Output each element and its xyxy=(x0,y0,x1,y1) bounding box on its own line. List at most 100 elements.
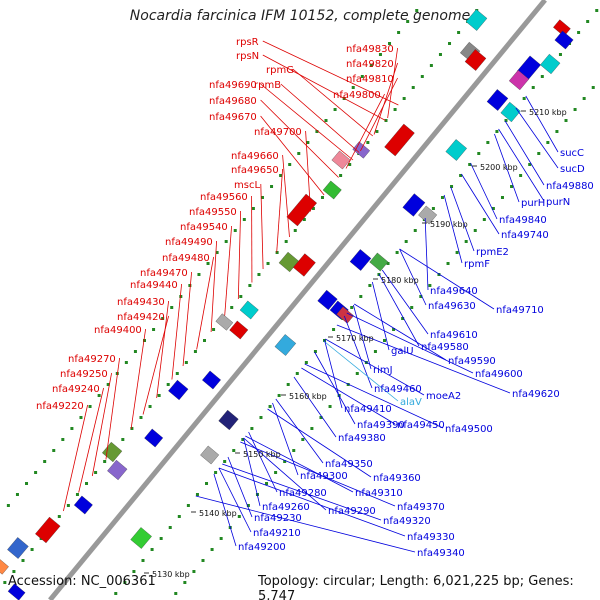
leader-line xyxy=(494,133,520,203)
guide-dot xyxy=(369,64,373,67)
gene-label-bottom: nfa49450 xyxy=(397,420,445,431)
guide-dot xyxy=(464,240,468,243)
leader-line xyxy=(240,441,396,507)
guide-dot xyxy=(248,284,252,287)
guide-dot xyxy=(15,493,19,496)
gene-label-bottom: nfa49600 xyxy=(475,369,523,380)
gene-label-bottom: nfa49360 xyxy=(373,473,421,484)
guide-dot xyxy=(75,493,79,496)
gene-feature xyxy=(465,9,488,31)
gene-label-top: nfa49270 xyxy=(68,354,116,365)
guide-dot xyxy=(161,317,165,320)
guide-dot xyxy=(43,460,47,463)
gene-label-bottom: nfa49290 xyxy=(328,506,376,517)
leader-line xyxy=(272,402,299,476)
gene-feature xyxy=(102,441,123,463)
gene-feature xyxy=(540,53,561,75)
guide-dot xyxy=(143,339,146,342)
leader-line xyxy=(360,77,398,152)
gene-feature xyxy=(369,252,389,272)
guide-dot xyxy=(148,405,152,408)
gene-label-top: nfa49220 xyxy=(36,401,84,412)
leader-line xyxy=(504,120,545,186)
gene-feature xyxy=(500,101,521,123)
guide-dot xyxy=(375,130,379,133)
gene-feature xyxy=(274,334,297,356)
leader-line xyxy=(210,240,217,333)
guide-dot xyxy=(315,130,319,133)
guide-dot xyxy=(486,141,490,144)
gene-label-bottom: nfa49230 xyxy=(254,513,302,524)
leader-line xyxy=(292,68,374,137)
gene-feature xyxy=(168,379,189,401)
guide-dot xyxy=(203,339,206,342)
gene-label-top: nfa49820 xyxy=(346,59,394,70)
guide-dot xyxy=(279,174,283,177)
gene-label-bottom: nfa49590 xyxy=(448,356,496,367)
gene-label-bottom: purN xyxy=(546,197,570,208)
gene-label-bottom: purH xyxy=(521,198,545,209)
leader-line xyxy=(336,324,511,394)
gene-label-top: nfa49670 xyxy=(209,112,257,123)
leader-line xyxy=(443,194,463,264)
gene-label-top: nfa49440 xyxy=(130,280,178,291)
guide-dot xyxy=(415,9,419,12)
kbp-tick-label: 5200 kbp xyxy=(480,163,518,172)
guide-dot xyxy=(210,548,214,551)
map-title: Nocardia farcinica IFM 10152, complete g… xyxy=(129,8,471,24)
guide-dot xyxy=(223,460,227,463)
gene-label-top: nfa49680 xyxy=(209,96,257,107)
guide-dot xyxy=(537,152,541,155)
guide-dot xyxy=(106,383,110,386)
leader-line xyxy=(78,387,104,493)
guide-dot xyxy=(251,207,255,210)
guide-dot xyxy=(277,394,281,397)
guide-dot xyxy=(564,119,568,122)
guide-dot xyxy=(265,482,269,485)
guide-dot xyxy=(293,229,297,232)
gene-feature xyxy=(553,19,571,37)
guide-dot xyxy=(522,97,526,100)
guide-dot xyxy=(368,284,372,287)
guide-dot xyxy=(150,548,154,551)
guide-dot xyxy=(175,372,179,375)
gene-label-top: nfa49400 xyxy=(94,325,142,336)
guide-dot xyxy=(34,471,38,474)
gene-label-top: nfa49800 xyxy=(333,90,381,101)
guide-dot xyxy=(351,86,355,89)
leader-line xyxy=(218,467,252,533)
guide-dot xyxy=(183,581,187,584)
leader-line xyxy=(461,173,500,235)
guide-dot xyxy=(186,504,190,507)
gene-feature xyxy=(144,428,164,448)
leader-line xyxy=(262,40,399,106)
guide-dot xyxy=(366,141,370,144)
gene-boxes xyxy=(0,9,574,600)
guide-dot xyxy=(339,174,343,177)
guide-dot xyxy=(270,185,274,188)
guide-dot xyxy=(166,383,170,386)
gene-feature xyxy=(418,205,438,225)
leader-line xyxy=(218,467,406,537)
guide-dot xyxy=(410,306,414,309)
gene-feature xyxy=(218,409,239,431)
kbp-tick-label: 5160 kbp xyxy=(289,392,327,401)
guide-dot xyxy=(174,592,178,595)
leader-line xyxy=(224,225,232,316)
guide-dot xyxy=(188,284,192,287)
guide-dot xyxy=(260,196,264,199)
gene-label-bottom: nfa49330 xyxy=(407,532,455,543)
guide-dot xyxy=(500,196,504,199)
guide-dot xyxy=(130,427,134,430)
guide-dot xyxy=(206,262,210,265)
guide-dot xyxy=(121,438,125,441)
leader-line xyxy=(105,357,120,460)
leader-line xyxy=(381,269,429,335)
guide-dot xyxy=(275,251,279,254)
gene-label-bottom: nfa49310 xyxy=(355,488,403,499)
leader-line xyxy=(222,463,382,521)
gene-label-bottom: nfa49620 xyxy=(512,389,560,400)
gene-label-top: nfa49490 xyxy=(165,237,213,248)
gene-label-bottom: nfa49340 xyxy=(417,548,465,559)
gene-label-top: nfa49540 xyxy=(180,222,228,233)
